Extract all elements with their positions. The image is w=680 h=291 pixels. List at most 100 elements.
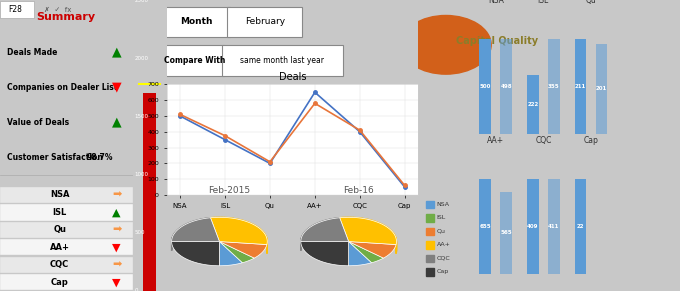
- Polygon shape: [326, 220, 327, 230]
- Polygon shape: [214, 217, 215, 227]
- Polygon shape: [349, 217, 350, 227]
- Polygon shape: [330, 219, 331, 228]
- Bar: [575, 39, 586, 134]
- Polygon shape: [197, 220, 198, 230]
- Polygon shape: [189, 222, 190, 232]
- Polygon shape: [364, 219, 365, 228]
- Polygon shape: [187, 223, 188, 233]
- Bar: [575, 179, 586, 274]
- Polygon shape: [260, 229, 261, 239]
- Polygon shape: [205, 218, 206, 228]
- Polygon shape: [200, 219, 201, 229]
- Polygon shape: [350, 217, 352, 227]
- Polygon shape: [318, 222, 320, 232]
- Polygon shape: [186, 224, 187, 234]
- Polygon shape: [344, 217, 345, 227]
- Text: Value of Deals: Value of Deals: [7, 118, 69, 127]
- Polygon shape: [331, 219, 332, 228]
- Polygon shape: [220, 242, 243, 266]
- Polygon shape: [232, 218, 233, 228]
- Polygon shape: [313, 225, 314, 234]
- Text: 1500: 1500: [134, 114, 148, 119]
- Polygon shape: [218, 217, 220, 227]
- Text: F28: F28: [7, 5, 22, 14]
- Title: Feb-16: Feb-16: [343, 186, 374, 195]
- Text: 2000: 2000: [134, 56, 148, 61]
- Bar: [500, 39, 512, 134]
- Polygon shape: [377, 222, 379, 232]
- Text: AA+: AA+: [437, 242, 450, 247]
- Polygon shape: [387, 227, 388, 237]
- Text: Capital Quality: Capital Quality: [456, 36, 539, 46]
- Polygon shape: [372, 221, 373, 230]
- Polygon shape: [244, 221, 245, 230]
- Polygon shape: [235, 219, 236, 228]
- Polygon shape: [301, 242, 349, 266]
- Polygon shape: [243, 221, 244, 230]
- Polygon shape: [253, 224, 254, 234]
- Polygon shape: [329, 219, 330, 229]
- Polygon shape: [193, 221, 194, 231]
- Polygon shape: [220, 242, 254, 263]
- Polygon shape: [352, 217, 354, 227]
- Title: Feb-2015: Feb-2015: [209, 186, 250, 195]
- Polygon shape: [328, 219, 329, 229]
- FancyBboxPatch shape: [0, 187, 133, 203]
- Bar: [426, 268, 434, 276]
- Polygon shape: [369, 220, 371, 229]
- Text: ▼: ▼: [112, 81, 122, 94]
- Polygon shape: [347, 217, 349, 227]
- Bar: [426, 214, 434, 221]
- Polygon shape: [367, 219, 368, 229]
- Polygon shape: [333, 219, 335, 228]
- Text: ▲: ▲: [112, 46, 122, 59]
- Polygon shape: [325, 220, 326, 230]
- Polygon shape: [349, 242, 372, 266]
- Bar: [426, 228, 434, 235]
- Polygon shape: [239, 219, 240, 229]
- Polygon shape: [255, 225, 256, 235]
- Polygon shape: [171, 242, 220, 266]
- Bar: [426, 241, 434, 249]
- Polygon shape: [335, 218, 337, 228]
- Text: AA+: AA+: [50, 243, 69, 252]
- Polygon shape: [215, 217, 216, 227]
- Polygon shape: [355, 218, 356, 227]
- Text: ISL: ISL: [437, 215, 446, 220]
- FancyBboxPatch shape: [0, 1, 33, 18]
- FancyBboxPatch shape: [164, 45, 224, 76]
- Polygon shape: [385, 226, 386, 236]
- FancyBboxPatch shape: [227, 6, 303, 38]
- Polygon shape: [198, 220, 199, 229]
- Polygon shape: [312, 226, 313, 235]
- Polygon shape: [184, 225, 185, 234]
- Polygon shape: [204, 219, 205, 228]
- Polygon shape: [340, 217, 396, 244]
- Text: 409: 409: [527, 224, 539, 229]
- Polygon shape: [190, 222, 191, 232]
- Polygon shape: [365, 219, 367, 228]
- Polygon shape: [201, 219, 202, 228]
- Polygon shape: [182, 226, 183, 236]
- Bar: [426, 200, 434, 208]
- Text: ➡: ➡: [112, 225, 121, 235]
- Bar: [527, 74, 539, 134]
- Polygon shape: [247, 222, 248, 231]
- Polygon shape: [373, 221, 375, 230]
- Polygon shape: [233, 218, 235, 228]
- Text: 655: 655: [479, 223, 491, 229]
- Polygon shape: [316, 223, 317, 233]
- Polygon shape: [171, 218, 220, 242]
- Polygon shape: [321, 221, 322, 231]
- Bar: [143, 93, 156, 291]
- Text: 22: 22: [577, 223, 584, 229]
- Polygon shape: [258, 228, 260, 238]
- Text: 565: 565: [500, 230, 512, 235]
- Polygon shape: [383, 225, 384, 235]
- Polygon shape: [341, 217, 343, 227]
- Title: NSA: NSA: [488, 0, 504, 5]
- Text: Month: Month: [181, 17, 213, 26]
- Title: CQC: CQC: [535, 136, 551, 145]
- Text: Cap: Cap: [51, 278, 69, 287]
- Polygon shape: [384, 225, 385, 235]
